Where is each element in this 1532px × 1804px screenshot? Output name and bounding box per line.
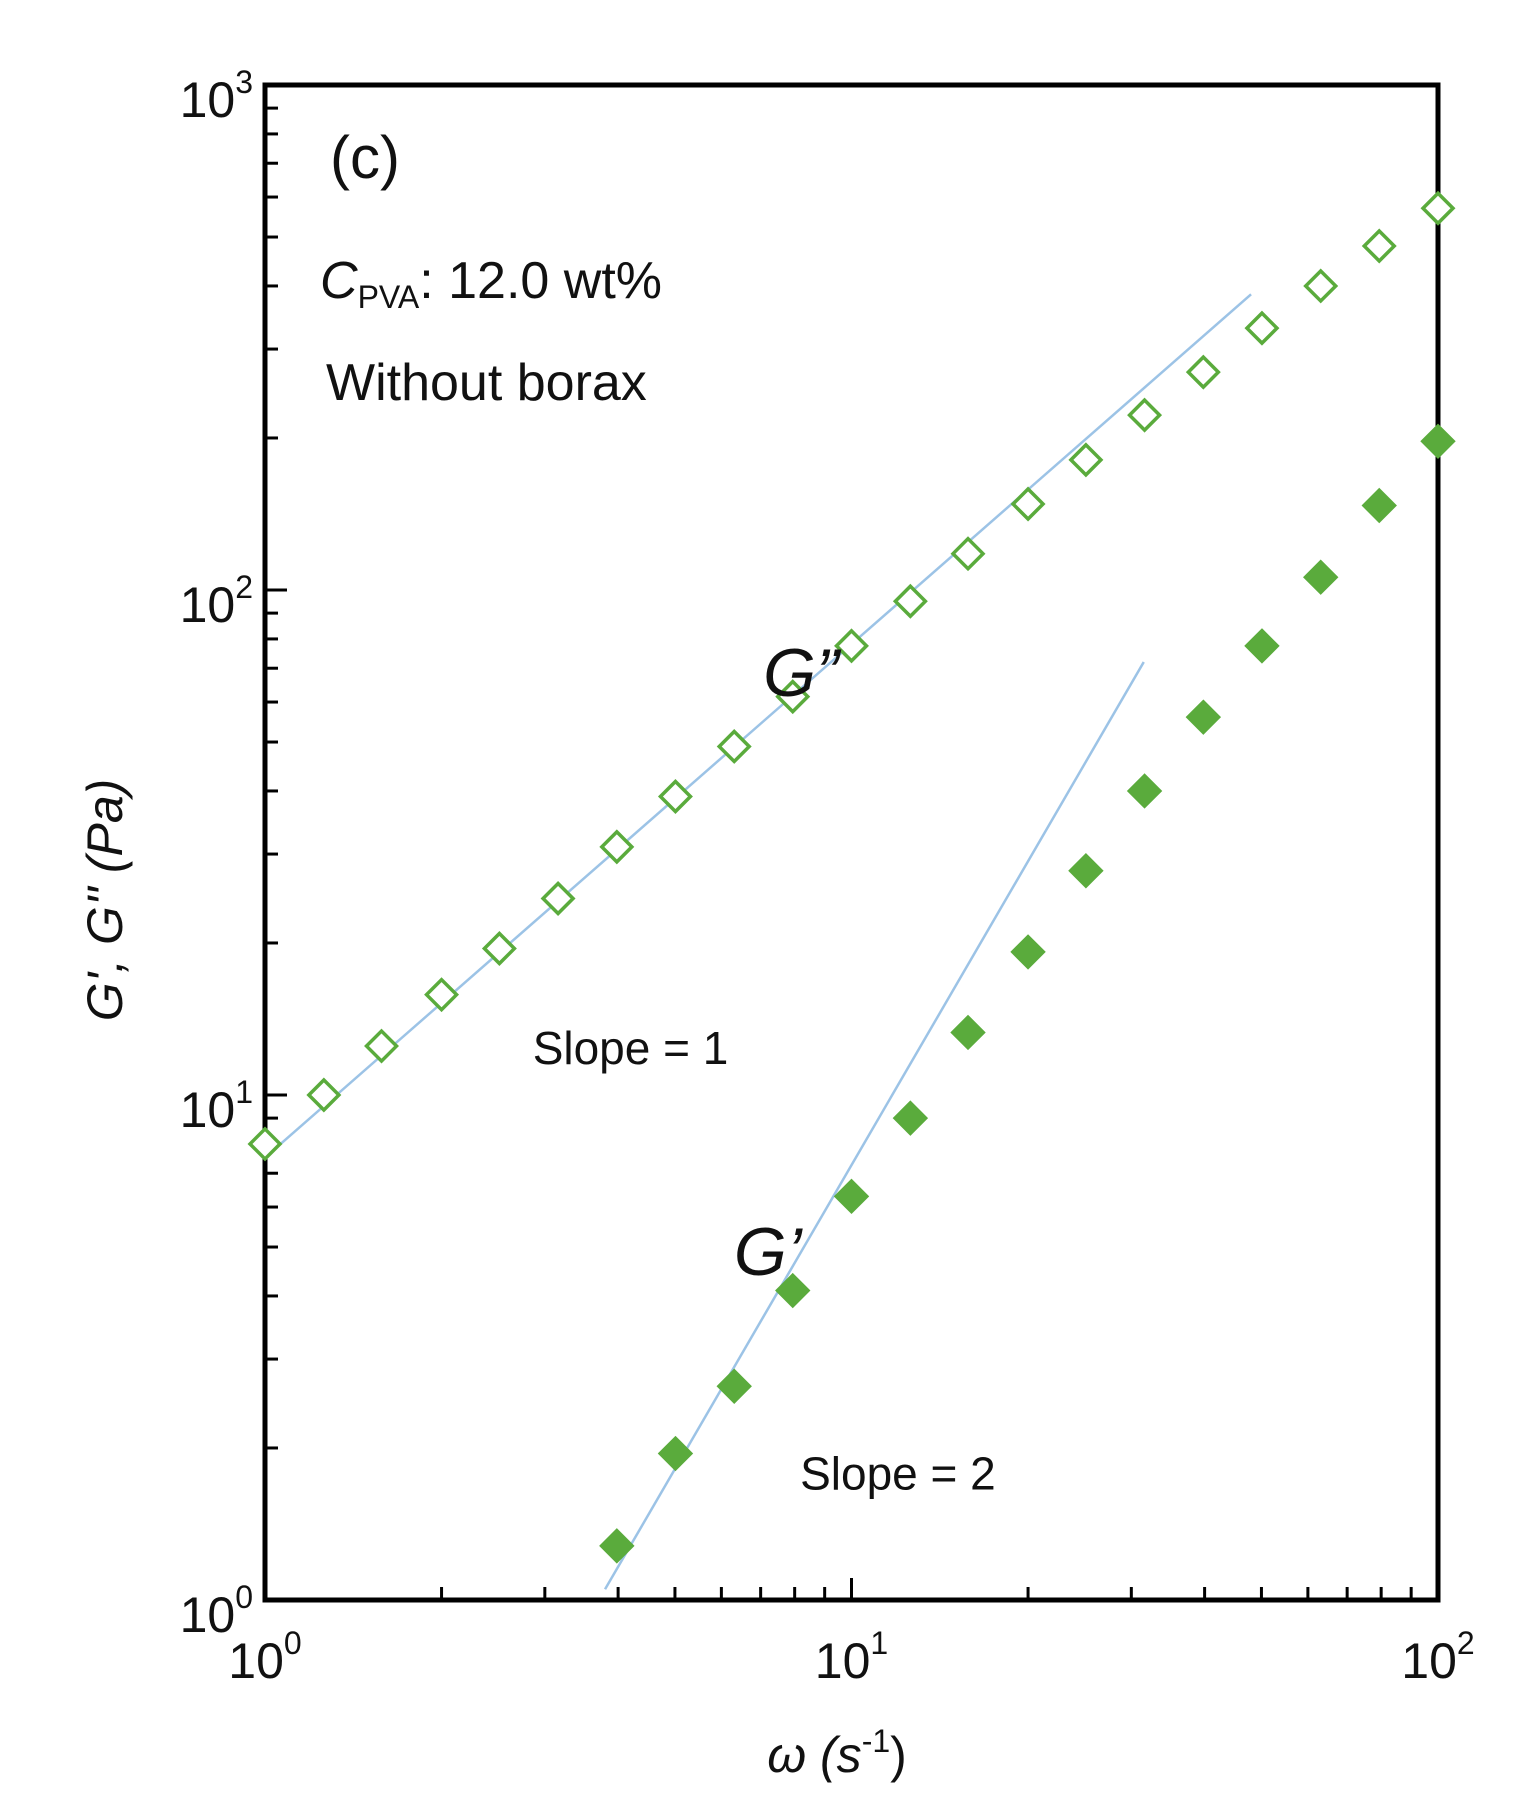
series-label-primes: ’: [787, 1214, 803, 1290]
g-prime-point: [1244, 628, 1280, 664]
x-tick-label-exponent: 1: [870, 1625, 888, 1661]
g-prime-point: [1068, 853, 1104, 889]
y-axis-title: G', G'' (Pa): [77, 779, 133, 1022]
g-double-prime-point: [1127, 397, 1163, 433]
x-axis-title-exponent: -1: [862, 1723, 890, 1759]
concentration-value: : 12.0 wt%: [419, 252, 662, 310]
slope-label: Slope = 2: [800, 1448, 996, 1500]
y-tick-label-exponent: 3: [235, 64, 253, 100]
g-double-prime-point: [364, 1028, 399, 1064]
x-tick-label-exponent: 0: [284, 1625, 302, 1661]
g-prime-point: [1303, 559, 1339, 595]
g-prime-point: [657, 1435, 694, 1472]
y-tick-label: 101: [180, 1074, 253, 1138]
y-tick-label-base: 10: [180, 1082, 236, 1138]
panel-label: (c): [330, 124, 400, 191]
series-label-main: G: [734, 1214, 787, 1290]
g-double-prime-point: [775, 679, 811, 715]
g-prime-point: [1420, 423, 1456, 460]
g-prime-point: [1126, 773, 1163, 809]
g-double-prime-point: [481, 931, 517, 967]
slope-label: Slope = 1: [533, 1022, 729, 1074]
g-double-prime-point: [306, 1077, 342, 1113]
axis-ticks: [263, 106, 1413, 1602]
g-double-prime-point: [716, 728, 752, 764]
y-tick-label-base: 10: [180, 72, 236, 128]
x-axis-title-main: ω (s: [767, 1727, 861, 1783]
data-markers: [247, 190, 1456, 1564]
y-tick-label-exponent: 0: [235, 1579, 253, 1615]
fit-line: [603, 661, 1145, 1590]
g-double-prime-point: [1068, 442, 1104, 478]
y-tick-label-base: 10: [180, 577, 236, 633]
y-tick-label-exponent: 2: [235, 569, 253, 605]
g-double-prime-point: [657, 779, 693, 814]
g-double-prime-point: [1244, 310, 1280, 346]
g-double-prime-point: [599, 829, 635, 865]
g-double-prime-point: [1361, 228, 1397, 264]
g-double-prime-point: [247, 1126, 283, 1162]
x-tick-label: 101: [815, 1625, 888, 1689]
g-prime-point: [833, 1178, 870, 1215]
g-double-prime-point: [1420, 190, 1456, 226]
series-label-main: G: [763, 635, 816, 711]
x-tick-label-base: 10: [815, 1633, 871, 1689]
y-tick-label: 103: [180, 64, 253, 128]
g-prime-point: [716, 1368, 752, 1404]
g-prime-point: [892, 1100, 929, 1136]
concentration-annotation: CPVA: 12.0 wt%: [320, 252, 662, 315]
y-tick-label-base: 10: [180, 1587, 236, 1643]
g-double-prime-point: [892, 583, 928, 619]
x-tick-label-base: 10: [1401, 1633, 1457, 1689]
y-tick-label-exponent: 1: [235, 1074, 253, 1110]
borax-annotation: Without borax: [326, 354, 647, 412]
g-double-prime-point: [950, 536, 986, 572]
fit-lines: [276, 293, 1252, 1590]
g-prime-label: G’: [734, 1214, 803, 1290]
x-tick-label-exponent: 2: [1457, 1625, 1475, 1661]
g-double-prime-point: [834, 628, 869, 664]
g-double-prime-point: [424, 977, 460, 1013]
g-prime-point: [1010, 934, 1046, 970]
concentration-variable: C: [320, 252, 358, 310]
g-prime-point: [775, 1272, 811, 1309]
g-prime-point: [1361, 487, 1397, 524]
g-prime-point: [599, 1528, 635, 1564]
y-tick-label: 100: [180, 1579, 253, 1643]
x-axis-title-close: ): [890, 1727, 907, 1783]
g-double-prime-point: [540, 880, 576, 916]
concentration-subscript: PVA: [358, 279, 420, 315]
g-double-prime-label: G”: [763, 635, 842, 711]
x-tick-label: 102: [1401, 1625, 1474, 1689]
x-tick-label-base: 10: [228, 1633, 284, 1689]
series-label-primes: ”: [816, 635, 842, 711]
x-tick-label: 100: [228, 1625, 301, 1689]
g-double-prime-point: [1010, 486, 1046, 522]
g-double-prime-point: [1185, 354, 1221, 390]
g-prime-point: [1185, 699, 1222, 735]
g-double-prime-point: [1303, 268, 1339, 304]
fit-line: [276, 293, 1252, 1148]
g-prime-point: [950, 1014, 986, 1051]
y-tick-label: 102: [180, 569, 253, 633]
x-axis-title: ω (s-1): [767, 1723, 907, 1783]
